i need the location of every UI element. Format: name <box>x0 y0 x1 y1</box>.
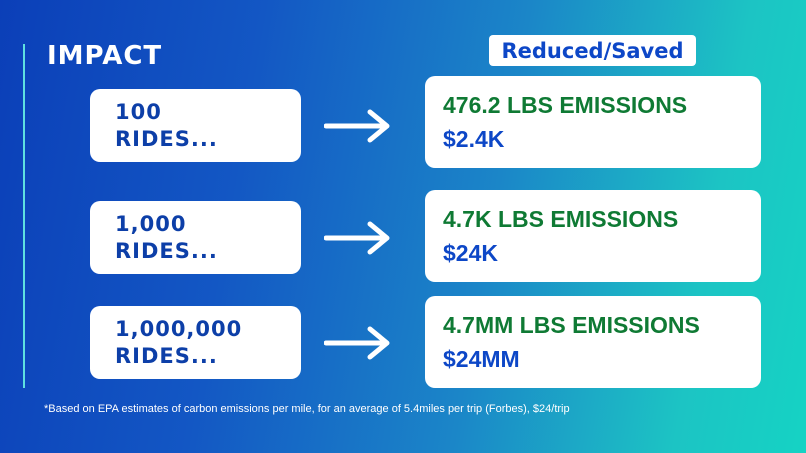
rides-card-100: 100 RIDES... <box>90 89 301 162</box>
impact-card-1000000: 4.7MM LBS EMISSIONS $24MM <box>425 296 761 388</box>
arrow-right-icon <box>324 326 390 360</box>
savings-value: $24K <box>443 240 498 266</box>
accent-divider-line <box>23 44 25 388</box>
rides-label: RIDES... <box>115 343 218 368</box>
rides-label: RIDES... <box>115 238 218 263</box>
footnote: *Based on EPA estimates of carbon emissi… <box>44 403 570 415</box>
rides-count: 1,000 <box>115 211 187 236</box>
impact-card-100: 476.2 LBS EMISSIONS $2.4K <box>425 76 761 168</box>
rides-count: 1,000,000 <box>115 316 243 341</box>
savings-value: $24MM <box>443 346 520 372</box>
rides-count: 100 <box>115 99 162 124</box>
rides-card-1000: 1,000 RIDES... <box>90 201 301 274</box>
savings-value: $2.4K <box>443 126 505 152</box>
impact-card-1000: 4.7K LBS EMISSIONS $24K <box>425 190 761 282</box>
header-tag: Reduced/Saved <box>489 35 696 66</box>
rides-card-1000000: 1,000,000 RIDES... <box>90 306 301 379</box>
arrow-right-icon <box>324 221 390 255</box>
page-title: IMPACT <box>47 41 163 71</box>
rides-label: RIDES... <box>115 126 218 151</box>
emissions-value: 4.7K LBS EMISSIONS <box>443 206 679 232</box>
emissions-value: 476.2 LBS EMISSIONS <box>443 92 688 118</box>
arrow-right-icon <box>324 109 390 143</box>
emissions-value: 4.7MM LBS EMISSIONS <box>443 312 700 338</box>
